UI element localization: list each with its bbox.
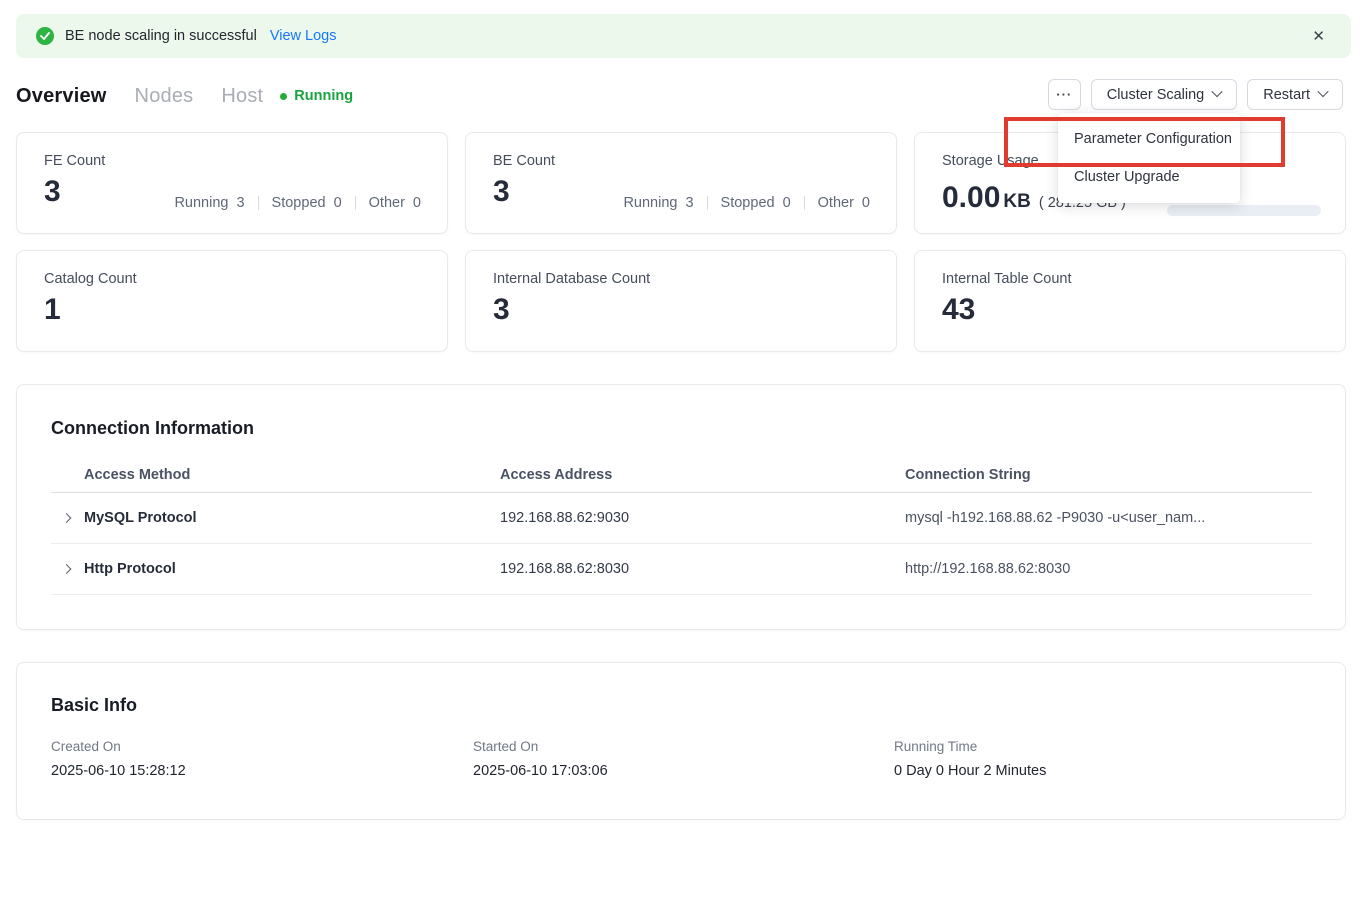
internal-table-count-card: Internal Table Count 43 (914, 250, 1346, 352)
other-value: 0 (412, 195, 421, 211)
fe-count-card: FE Count 3 Running 3 Stopped 0 Other 0 (16, 132, 448, 234)
running-value: 3 (236, 195, 245, 211)
running-time-label: Running Time (894, 739, 978, 754)
created-on-value: 2025-06-10 15:28:12 (51, 763, 186, 779)
stopped-value: 0 (782, 195, 791, 211)
storage-usage-label: Storage Usage (942, 153, 1039, 169)
connection-table: Access Method Access Address Connection … (51, 457, 1312, 595)
storage-usage-value: 0.00 (942, 181, 1001, 214)
header-connection-string: Connection String (905, 466, 1031, 483)
status-badge: Running (280, 88, 353, 104)
stopped-label: Stopped (720, 195, 775, 211)
other-label: Other (817, 195, 854, 211)
started-on-field: Started On 2025-06-10 17:03:06 (473, 739, 894, 779)
chevron-right-icon[interactable] (61, 564, 72, 574)
chevron-down-icon (1211, 85, 1223, 97)
table-row-mysql-protocol[interactable]: MySQL Protocol 192.168.88.62:9030 mysql … (51, 493, 1312, 544)
cluster-scaling-label: Cluster Scaling (1106, 86, 1205, 103)
internal-database-count-value: 3 (493, 293, 510, 326)
running-value: 3 (685, 195, 694, 211)
be-count-label: BE Count (493, 153, 556, 169)
header-access-address: Access Address (500, 466, 613, 483)
internal-database-count-card: Internal Database Count 3 (465, 250, 897, 352)
view-logs-link[interactable]: View Logs (269, 28, 337, 44)
divider (354, 196, 356, 210)
cluster-scaling-button[interactable]: Cluster Scaling (1090, 79, 1238, 110)
be-count-value: 3 (493, 175, 510, 208)
stopped-label: Stopped (271, 195, 326, 211)
fe-count-breakdown: Running 3 Stopped 0 Other 0 (174, 195, 421, 211)
storage-usage-unit: KB (1003, 191, 1031, 212)
storage-usage-progress-bar (1167, 205, 1321, 216)
divider (706, 196, 708, 210)
connection-table-header: Access Method Access Address Connection … (51, 457, 1312, 493)
menu-item-parameter-configuration[interactable]: Parameter Configuration (1074, 131, 1232, 147)
tab-nodes[interactable]: Nodes (134, 84, 194, 107)
connection-string: mysql -h192.168.88.62 -P9030 -u<user_nam… (905, 510, 1206, 526)
be-count-card: BE Count 3 Running 3 Stopped 0 Other 0 (465, 132, 897, 234)
header-access-method: Access Method (84, 466, 191, 483)
status-label: Running (294, 88, 354, 104)
be-count-breakdown: Running 3 Stopped 0 Other 0 (623, 195, 870, 211)
connection-information-panel: Connection Information Access Method Acc… (16, 384, 1346, 630)
tab-host[interactable]: Host (221, 84, 264, 107)
access-address: 192.168.88.62:8030 (500, 561, 630, 577)
started-on-label: Started On (473, 739, 539, 754)
table-row-http-protocol[interactable]: Http Protocol 192.168.88.62:8030 http://… (51, 544, 1312, 595)
basic-info-title: Basic Info (51, 695, 138, 715)
banner-message: BE node scaling in successful (65, 28, 257, 44)
access-address: 192.168.88.62:9030 (500, 510, 630, 526)
running-label: Running (174, 195, 229, 211)
catalog-count-card: Catalog Count 1 (16, 250, 448, 352)
tab-bar: Overview Nodes Host Running (16, 80, 353, 112)
running-time-field: Running Time 0 Day 0 Hour 2 Minutes (894, 739, 1311, 779)
more-actions-button[interactable]: ··· (1047, 79, 1081, 110)
internal-table-count-label: Internal Table Count (942, 271, 1072, 287)
status-dot-icon (280, 92, 288, 100)
access-method: Http Protocol (84, 561, 176, 577)
catalog-count-value: 1 (44, 293, 61, 326)
chevron-down-icon (1317, 85, 1329, 97)
internal-database-count-label: Internal Database Count (493, 271, 651, 287)
connection-information-title: Connection Information (51, 418, 254, 438)
more-icon: ··· (1056, 87, 1073, 102)
created-on-label: Created On (51, 739, 121, 754)
access-method: MySQL Protocol (84, 510, 197, 526)
success-check-icon (36, 27, 54, 45)
chevron-right-icon[interactable] (61, 513, 72, 523)
fe-count-value: 3 (44, 175, 61, 208)
restart-button[interactable]: Restart (1247, 79, 1343, 110)
restart-label: Restart (1263, 86, 1310, 103)
running-label: Running (623, 195, 678, 211)
success-banner: BE node scaling in successful View Logs … (16, 14, 1351, 58)
connection-string: http://192.168.88.62:8030 (905, 561, 1071, 577)
started-on-value: 2025-06-10 17:03:06 (473, 763, 608, 779)
divider (257, 196, 259, 210)
menu-item-cluster-upgrade[interactable]: Cluster Upgrade (1074, 169, 1180, 185)
running-time-value: 0 Day 0 Hour 2 Minutes (894, 763, 1047, 779)
basic-info-panel: Basic Info Created On 2025-06-10 15:28:1… (16, 662, 1346, 820)
fe-count-label: FE Count (44, 153, 106, 169)
catalog-count-label: Catalog Count (44, 271, 137, 287)
other-value: 0 (861, 195, 870, 211)
other-label: Other (368, 195, 405, 211)
actions-dropdown-menu: Parameter Configuration Cluster Upgrade (1058, 113, 1240, 203)
tab-overview[interactable]: Overview (16, 84, 107, 107)
divider (803, 196, 805, 210)
basic-info-fields: Created On 2025-06-10 15:28:12 Started O… (51, 739, 1311, 779)
toolbar: ··· Cluster Scaling Restart (1047, 79, 1343, 110)
internal-table-count-value: 43 (942, 293, 976, 326)
stopped-value: 0 (333, 195, 342, 211)
created-on-field: Created On 2025-06-10 15:28:12 (51, 739, 473, 779)
close-icon[interactable]: ✕ (1312, 27, 1325, 45)
